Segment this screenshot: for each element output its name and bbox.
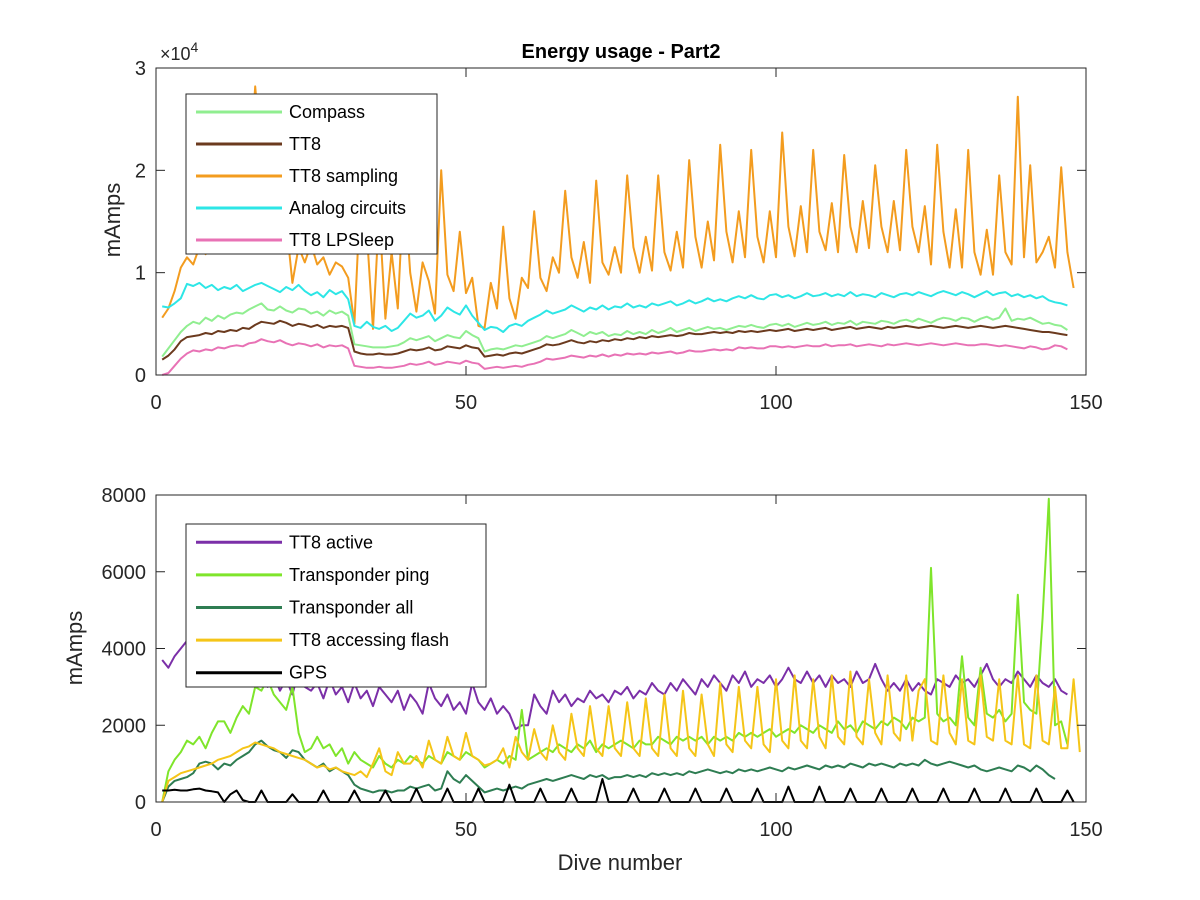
x-axis-label: Dive number [558, 850, 683, 875]
bottom-y-tick-label: 2000 [102, 715, 147, 737]
bottom-legend-label-3: TT8 accessing flash [289, 630, 449, 650]
bottom-x-tick-label: 0 [150, 819, 161, 841]
top-x-tick-label: 100 [759, 392, 792, 414]
chart-title: Energy usage - Part2 [522, 41, 721, 63]
legend-bottom: TT8 active Transponder ping Transponder al… [185, 523, 487, 688]
y-axis-label-bottom: mAmps [62, 611, 87, 686]
top-y-tick-label: 0 [135, 365, 146, 387]
top-legend-label-2: TT8 sampling [289, 166, 398, 186]
top-series-line-0 [161, 302, 1068, 358]
legend-top: Compass TT8 TT8 sampling Analog circuits TT8… [185, 93, 438, 255]
bottom-series-line-0 [161, 639, 1068, 731]
bottom-legend-label-1: Transponder ping [289, 565, 429, 585]
y-axis-label: mAmps [100, 183, 125, 258]
bottom-legend-label-4: GPS [289, 663, 327, 683]
top-legend-label-1: TT8 [289, 134, 321, 154]
bottom-y-tick-label: 4000 [102, 639, 147, 661]
bottom-x-tick-label: 100 [759, 819, 792, 841]
chart-bottom-energy: Dive number mAmps 0 50 100 150 0 2000 4000 6000… [62, 485, 1103, 875]
bottom-series-line-3 [161, 670, 1081, 803]
bottom-y-tick-label: 6000 [102, 562, 147, 584]
top-y-tick-label: 2 [135, 160, 146, 182]
y-axis-exponent-power: 4 [191, 39, 199, 55]
top-legend-label-3: Analog circuits [289, 198, 406, 218]
y-axis-exponent-label: ×104 [160, 39, 199, 64]
top-x-tick-label: 50 [455, 392, 477, 414]
axis-ticks-top: 0 50 100 150 0 1 2 3 [135, 58, 1103, 414]
top-axes-box [155, 67, 1087, 376]
top-y-tick-label: 3 [135, 58, 146, 80]
top-series-line-4 [161, 338, 1068, 376]
y-axis-exponent-base: ×10 [160, 44, 191, 64]
top-series-line-3 [162, 281, 1068, 333]
bottom-legend-box [185, 523, 487, 688]
bottom-x-tick-label: 150 [1069, 819, 1102, 841]
bottom-y-tick-label: 0 [135, 792, 146, 814]
chart-top-energy-part2: Energy usage - Part2 ×104 mAmps 0 50 100 15… [100, 39, 1103, 414]
top-legend-box [185, 93, 438, 255]
top-x-tick-label: 150 [1069, 392, 1102, 414]
bottom-y-tick-label: 8000 [102, 485, 147, 507]
bottom-x-tick-label: 50 [455, 819, 477, 841]
top-legend-label-4: TT8 LPSleep [289, 230, 394, 250]
top-series-line-1 [161, 319, 1068, 361]
axis-ticks-bottom: 0 50 100 150 0 2000 4000 6000 8000 [102, 485, 1103, 841]
bottom-legend-label-0: TT8 active [289, 532, 373, 552]
top-legend-label-0: Compass [289, 102, 365, 122]
bottom-legend-label-2: Transponder all [289, 598, 413, 618]
top-y-tick-label: 1 [135, 263, 146, 285]
top-x-tick-label: 0 [150, 392, 161, 414]
